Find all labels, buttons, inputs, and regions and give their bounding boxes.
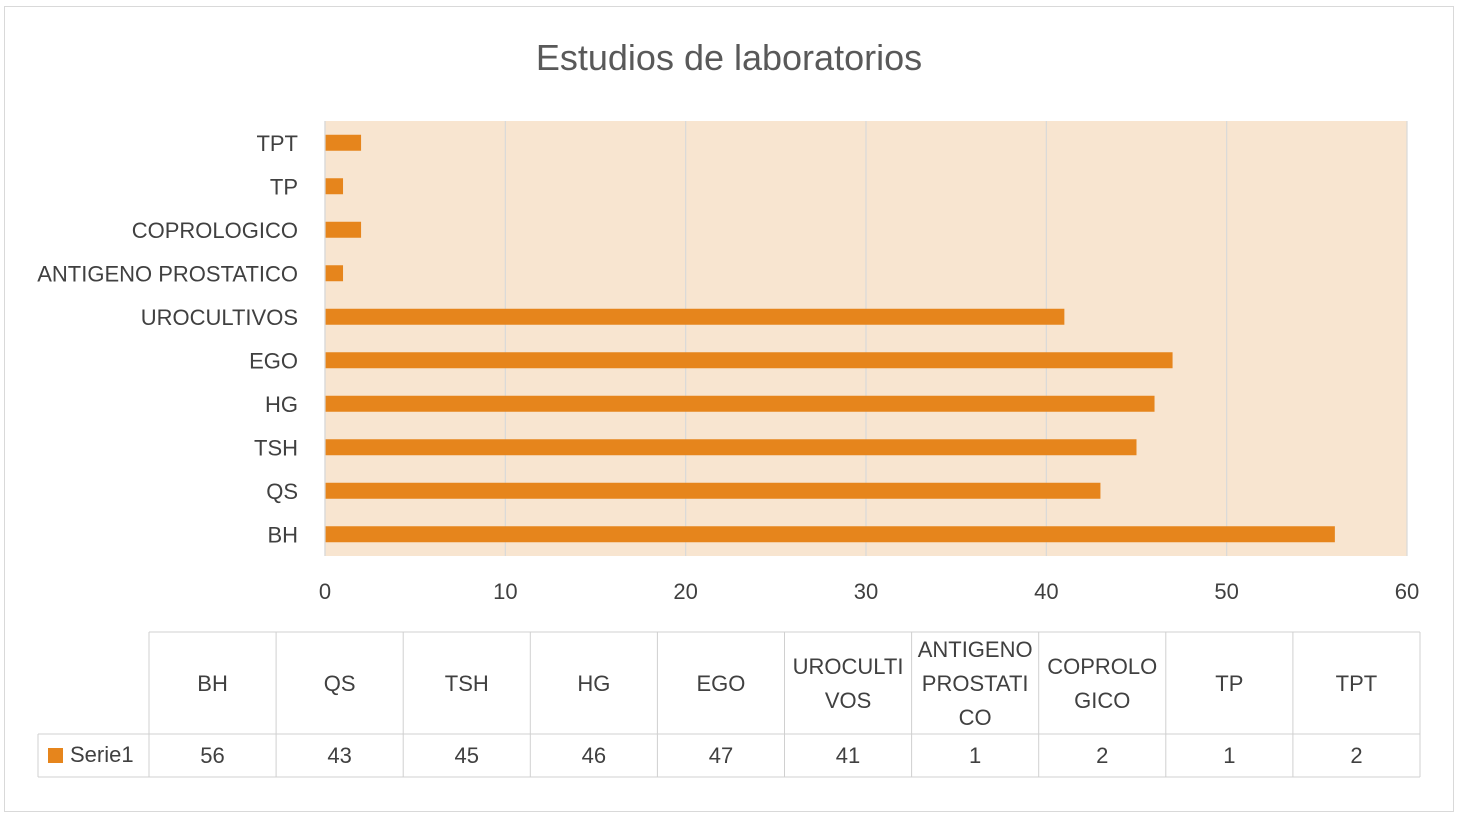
- table-value-cell: 47: [709, 743, 733, 768]
- category-label: QS: [266, 479, 298, 504]
- x-tick-label: 10: [493, 579, 517, 604]
- table-value-cell: 46: [582, 743, 606, 768]
- category-label: TSH: [254, 435, 298, 460]
- x-tick-label: 60: [1395, 579, 1419, 604]
- bar: [325, 178, 344, 195]
- x-tick-label: 40: [1034, 579, 1058, 604]
- x-tick-label: 50: [1214, 579, 1238, 604]
- legend-series-name: Serie1: [70, 742, 134, 767]
- category-label: EGO: [249, 348, 298, 373]
- category-label: TPT: [256, 131, 298, 156]
- chart-title: Estudios de laboratorios: [536, 37, 922, 78]
- bar: [325, 221, 362, 238]
- table-header-cell: BH: [197, 671, 228, 696]
- table-value-cell: 1: [1223, 743, 1235, 768]
- bar: [325, 352, 1173, 369]
- table-value-cell: 56: [200, 743, 224, 768]
- table-header-cell: UROCULTI: [793, 654, 904, 679]
- bar: [325, 265, 344, 282]
- table-header-cell: CO: [959, 705, 992, 730]
- table-header-cell: QS: [324, 671, 356, 696]
- table-value-cell: 1: [969, 743, 981, 768]
- bar: [325, 482, 1101, 499]
- table-header-cell: TPT: [1336, 671, 1378, 696]
- table-value-cell: 45: [455, 743, 479, 768]
- table-header-cell: VOS: [825, 688, 871, 713]
- table-header-cell: TP: [1215, 671, 1243, 696]
- bar: [325, 439, 1137, 456]
- plot-area: 0 10 20 30 40 50 60 BH QS TSH HG EGO UROCULTIVOS ANTI…: [37, 121, 1419, 604]
- table-header-cell: GICO: [1074, 688, 1130, 713]
- table-header-cell: COPROLO: [1047, 654, 1157, 679]
- bar: [325, 134, 362, 151]
- x-tick-label: 20: [673, 579, 697, 604]
- category-label: BH: [267, 522, 298, 547]
- table-header-cell: TSH: [445, 671, 489, 696]
- table-value-cell: 43: [327, 743, 351, 768]
- table-value-cell: 2: [1096, 743, 1108, 768]
- table-header-cell: ANTIGENO: [918, 637, 1033, 662]
- table-header-cell: PROSTATI: [922, 671, 1029, 696]
- table-value-cell: 41: [836, 743, 860, 768]
- bar: [325, 526, 1335, 543]
- category-label: ANTIGENO PROSTATICO: [37, 261, 298, 286]
- bar: [325, 308, 1065, 325]
- category-label: HG: [265, 392, 298, 417]
- x-tick-label: 30: [854, 579, 878, 604]
- data-table: BH QS TSH HG EGO UROCULTI VOS ANTIGENO PROSTATI C…: [37, 631, 1421, 778]
- category-label: COPROLOGICO: [132, 218, 298, 243]
- bar: [325, 395, 1155, 412]
- legend-key: [48, 748, 63, 763]
- category-label: UROCULTIVOS: [141, 305, 298, 330]
- table-value-cell: 2: [1350, 743, 1362, 768]
- category-label: TP: [270, 174, 298, 199]
- table-header-cell: HG: [577, 671, 610, 696]
- table-header-cell: EGO: [696, 671, 745, 696]
- x-tick-label: 0: [319, 579, 331, 604]
